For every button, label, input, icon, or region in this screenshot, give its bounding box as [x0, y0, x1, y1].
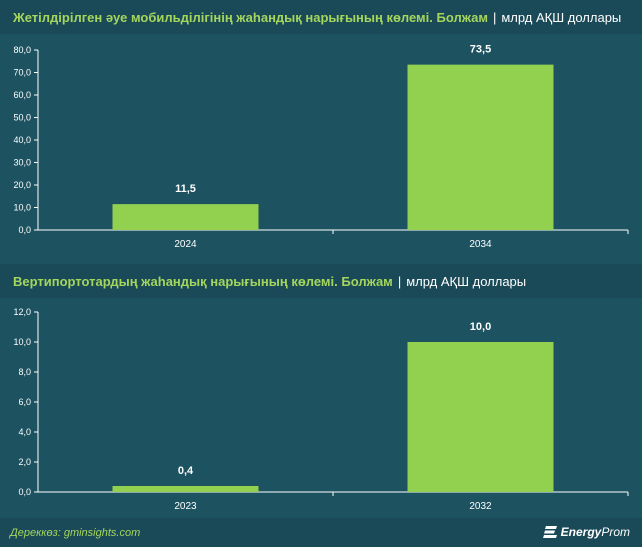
chart-1-title: Жетілдірілген әуе мобильділігінің жаһанд… [13, 9, 488, 25]
chart-2-unit: млрд АҚШ доллары [406, 273, 527, 289]
y-tick-label: 70,0 [13, 68, 31, 78]
bar-2023 [112, 486, 259, 492]
y-tick-label: 12,0 [13, 307, 31, 317]
bar-value-label-2024: 11,5 [175, 183, 196, 195]
y-tick-label: 8,0 [18, 367, 31, 377]
y-tick-label: 4,0 [18, 427, 31, 437]
y-tick-label: 80,0 [13, 45, 31, 55]
y-tick-label: 50,0 [13, 113, 31, 123]
y-tick-label: 2,0 [18, 457, 31, 467]
y-tick-label: 0,0 [18, 487, 31, 497]
bar-value-label-2023: 0,4 [178, 465, 194, 477]
y-tick-label: 30,0 [13, 158, 31, 168]
x-tick-label-2032: 2032 [469, 501, 492, 512]
y-tick-label: 6,0 [18, 397, 31, 407]
bar-2032 [407, 342, 554, 492]
y-tick-label: 10,0 [13, 337, 31, 347]
chart-2-title: Вертипортотардың жаһандық нарығының көле… [13, 273, 393, 289]
logo-mark-icon [542, 526, 557, 538]
y-tick-label: 0,0 [18, 225, 31, 235]
energyprom-logo: Energy Prom [542, 525, 630, 539]
chart-2-svg: 0,0 2,0 4,0 6,0 8,0 10,0 12,0 0,4 2023 10,0 2032 [13, 307, 629, 512]
y-tick-label: 10,0 [13, 203, 31, 213]
bar-value-label-2034: 73,5 [470, 44, 491, 56]
chart-1-unit: млрд АҚШ доллары [501, 9, 622, 25]
bar-value-label-2032: 10,0 [470, 321, 491, 333]
chart-1-svg: 0,0 10,0 20,0 30,0 40,0 50,0 60,0 70,0 80,0 11,5 2… [13, 44, 629, 250]
x-tick-label-2023: 2023 [174, 501, 197, 512]
bar-2024 [112, 204, 259, 230]
bar-2034 [407, 64, 554, 230]
source-note: Дереккөз: gminsights.com [10, 527, 141, 539]
chart-1-title-bar: Жетілдірілген әуе мобильділігінің жаһанд… [0, 0, 642, 34]
y-tick-label: 20,0 [13, 180, 31, 190]
chart-1-title-separator: | [492, 9, 497, 25]
x-tick-label-2034: 2034 [469, 239, 492, 250]
logo-energy-text: Energy [560, 525, 602, 539]
x-tick-label-2024: 2024 [174, 239, 197, 250]
y-tick-label: 60,0 [13, 90, 31, 100]
chart-2-title-bar: Вертипортотардың жаһандық нарығының көле… [0, 264, 642, 298]
logo-prom-text: Prom [601, 525, 630, 539]
footer: Дереккөз: gminsights.com Energy Prom [0, 518, 642, 547]
y-tick-label: 40,0 [13, 135, 31, 145]
chart-2-title-separator: | [397, 273, 402, 289]
